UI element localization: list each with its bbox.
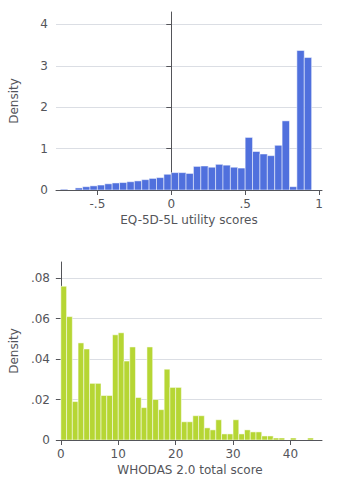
svg-text:.04: .04 <box>31 352 50 366</box>
svg-text:.02: .02 <box>31 393 50 407</box>
svg-text:0: 0 <box>42 433 50 447</box>
svg-text:30: 30 <box>225 447 240 461</box>
svg-text:0: 0 <box>40 183 48 197</box>
svg-text:-.5: -.5 <box>89 197 105 211</box>
svg-text:20: 20 <box>168 447 183 461</box>
svg-text:10: 10 <box>111 447 126 461</box>
svg-text:1: 1 <box>315 197 323 211</box>
svg-text:EQ-5D-5L utility scores: EQ-5D-5L utility scores <box>120 213 257 227</box>
svg-text:4: 4 <box>40 17 48 31</box>
svg-text:.5: .5 <box>239 197 250 211</box>
svg-text:Density: Density <box>7 78 21 124</box>
svg-text:.08: .08 <box>31 271 50 285</box>
svg-text:.06: .06 <box>31 312 50 326</box>
svg-text:0: 0 <box>57 447 65 461</box>
svg-text:3: 3 <box>40 59 48 73</box>
svg-text:0: 0 <box>167 197 175 211</box>
svg-text:WHODAS 2.0 total score: WHODAS 2.0 total score <box>117 463 262 477</box>
svg-text:2: 2 <box>40 100 48 114</box>
svg-text:Density: Density <box>7 328 21 374</box>
svg-text:40: 40 <box>283 447 298 461</box>
svg-text:1: 1 <box>40 142 48 156</box>
